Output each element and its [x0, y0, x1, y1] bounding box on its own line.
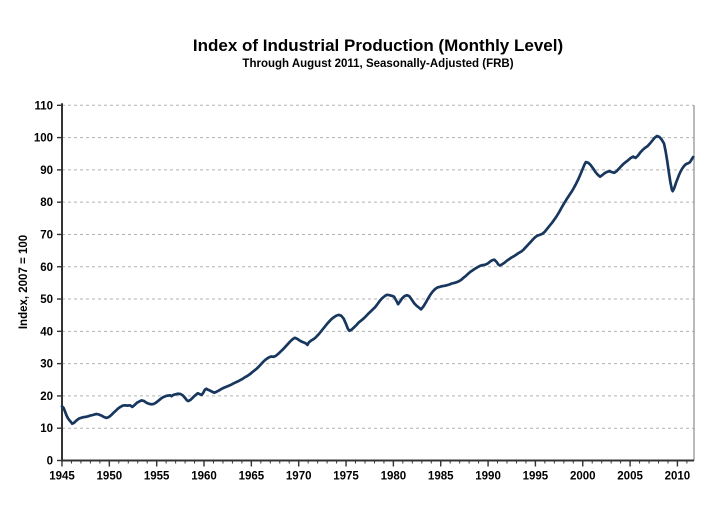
y-tick-label-10: 10	[40, 423, 53, 435]
x-tick-label-1960: 1960	[191, 471, 217, 483]
chart-title: Index of Industrial Production (Monthly …	[192, 36, 564, 55]
x-tick-label-2010: 2010	[665, 471, 691, 483]
x-tick-label-1975: 1975	[333, 471, 359, 483]
x-tick-label-1985: 1985	[428, 471, 454, 483]
x-tick-label-1950: 1950	[97, 471, 123, 483]
y-tick-label-30: 30	[40, 359, 53, 371]
chart-subtitle: Through August 2011, Seasonally-Adjusted…	[242, 58, 514, 70]
y-tick-label-70: 70	[40, 229, 53, 241]
y-tick-label-60: 60	[40, 262, 53, 274]
x-tick-label-1945: 1945	[49, 471, 75, 483]
y-tick-label-40: 40	[40, 326, 53, 338]
y-tick-label-110: 110	[34, 100, 53, 112]
x-tick-label-2000: 2000	[570, 471, 596, 483]
y-tick-label-20: 20	[40, 391, 53, 403]
x-tick-label-1995: 1995	[523, 471, 549, 483]
y-tick-label-90: 90	[40, 165, 53, 177]
x-tick-label-1990: 1990	[475, 471, 501, 483]
x-tick-label-1980: 1980	[381, 471, 407, 483]
y-tick-label-80: 80	[40, 197, 53, 209]
series-line-0	[60, 134, 695, 426]
y-tick-label-50: 50	[40, 294, 53, 306]
y-tick-label-100: 100	[34, 133, 53, 145]
x-tick-label-1965: 1965	[239, 471, 265, 483]
x-tick-label-2005: 2005	[617, 471, 643, 483]
x-tick-label-1970: 1970	[286, 471, 312, 483]
y-tick-label-0: 0	[47, 456, 53, 468]
x-tick-label-1955: 1955	[144, 471, 170, 483]
